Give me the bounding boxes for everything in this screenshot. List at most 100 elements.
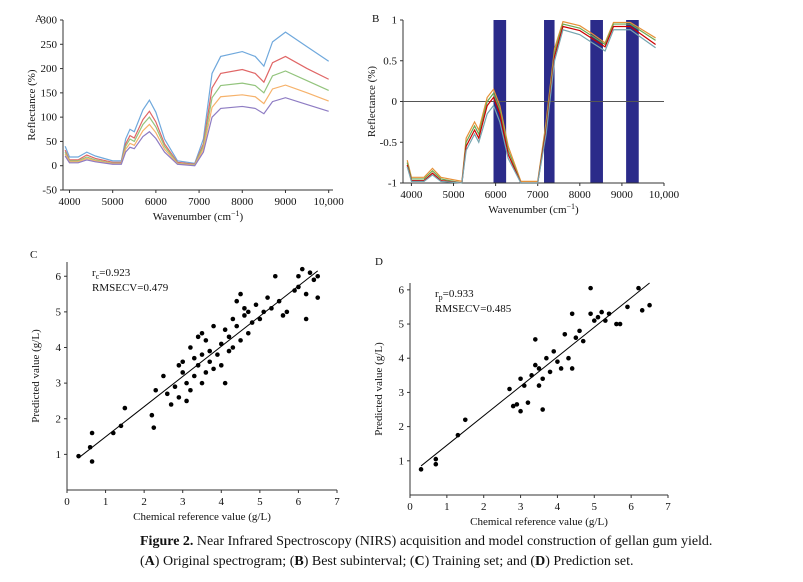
data-point bbox=[625, 304, 630, 310]
y-tick-label: -1 bbox=[388, 178, 397, 190]
spectrum-line bbox=[406, 20, 656, 183]
data-point bbox=[265, 295, 270, 300]
x-axis-label: Wavenumber (cm−1) bbox=[488, 202, 579, 216]
data-point bbox=[199, 352, 205, 357]
spectrum-line bbox=[64, 84, 329, 166]
y-tick-label: 2 bbox=[399, 421, 405, 433]
y-tick-label: 0.5 bbox=[383, 55, 397, 67]
data-point bbox=[418, 467, 424, 472]
data-point bbox=[242, 306, 247, 311]
data-point bbox=[614, 321, 619, 327]
data-point bbox=[261, 309, 267, 315]
data-point bbox=[639, 308, 645, 313]
data-point bbox=[118, 423, 124, 429]
x-tick-label: 8000 bbox=[231, 196, 254, 208]
x-tick-label: 5000 bbox=[443, 189, 466, 201]
data-point bbox=[562, 331, 568, 337]
y-tick-label: 1 bbox=[392, 15, 398, 27]
data-point bbox=[238, 338, 243, 343]
x-axis-label: Chemical reference value (g/L) bbox=[470, 516, 608, 528]
x-tick-label: 7 bbox=[665, 501, 671, 513]
x-tick-label: 9000 bbox=[611, 189, 634, 201]
data-point bbox=[272, 273, 278, 279]
data-point bbox=[168, 402, 174, 407]
data-point bbox=[296, 284, 301, 290]
y-tick-label: 1 bbox=[399, 455, 405, 467]
data-point bbox=[299, 266, 305, 272]
data-point bbox=[507, 386, 512, 392]
x-tick-label: 5 bbox=[592, 501, 598, 513]
data-point bbox=[455, 432, 461, 438]
data-point bbox=[280, 313, 286, 318]
y-tick-label: 3 bbox=[399, 387, 405, 399]
y-tick-label: 5 bbox=[56, 306, 62, 318]
data-point bbox=[234, 298, 240, 304]
x-tick-label: 3 bbox=[518, 501, 524, 513]
data-point bbox=[242, 313, 247, 318]
x-tick-label: 4000 bbox=[400, 189, 423, 201]
caption-segment: ) Original spectrogram; ( bbox=[155, 554, 295, 569]
data-point bbox=[588, 311, 593, 317]
caption-segment: Near Infrared Spectroscopy (NIRS) acquis… bbox=[193, 534, 712, 549]
x-tick-label: 1 bbox=[444, 501, 450, 513]
data-point bbox=[87, 444, 93, 450]
data-point bbox=[518, 408, 523, 414]
data-point bbox=[269, 306, 274, 311]
data-point bbox=[525, 400, 531, 405]
data-point bbox=[514, 402, 520, 407]
data-point bbox=[188, 387, 193, 393]
data-point bbox=[234, 323, 240, 329]
data-point bbox=[161, 373, 166, 379]
data-point bbox=[315, 273, 321, 279]
caption-segment: ) Best subinterval; ( bbox=[304, 554, 415, 569]
data-point bbox=[292, 288, 297, 293]
data-point bbox=[188, 345, 193, 350]
data-point bbox=[544, 355, 549, 361]
panel-label: D bbox=[375, 256, 383, 268]
data-point bbox=[215, 352, 220, 357]
x-axis-label: Wavenumber (cm−1) bbox=[153, 209, 244, 223]
data-point bbox=[521, 383, 527, 388]
x-tick-label: 4000 bbox=[58, 196, 81, 208]
data-point bbox=[540, 376, 545, 382]
data-point bbox=[591, 318, 597, 323]
y-tick-label: 150 bbox=[41, 87, 58, 99]
data-point bbox=[540, 407, 545, 412]
data-point bbox=[573, 335, 579, 341]
x-tick-label: 0 bbox=[407, 501, 413, 513]
data-point bbox=[180, 370, 186, 375]
spectrum-line bbox=[64, 31, 330, 164]
data-point bbox=[636, 285, 641, 291]
y-tick-label: 4 bbox=[399, 353, 405, 365]
data-point bbox=[211, 323, 216, 329]
data-point bbox=[195, 334, 201, 340]
x-tick-label: 9000 bbox=[274, 196, 297, 208]
spectrum-line bbox=[64, 97, 329, 167]
data-point bbox=[595, 314, 601, 320]
annotation-value: =0.923 bbox=[99, 267, 130, 279]
x-axis-label: Chemical reference value (g/L) bbox=[133, 511, 271, 523]
data-point bbox=[203, 370, 209, 375]
data-point bbox=[588, 285, 593, 291]
y-tick-label: -50 bbox=[42, 185, 57, 197]
y-tick-label: 50 bbox=[46, 136, 58, 148]
annotation-sub: c bbox=[96, 272, 100, 281]
data-point bbox=[199, 380, 205, 386]
x-tick-label: 4 bbox=[555, 501, 561, 513]
data-point bbox=[577, 328, 582, 334]
caption-segment: ( bbox=[140, 554, 145, 569]
x-axis-label-text: Chemical reference value (g/L) bbox=[133, 511, 271, 523]
y-axis-label: Reflectance (%) bbox=[26, 69, 38, 140]
data-point bbox=[647, 302, 652, 308]
data-point bbox=[249, 320, 255, 325]
x-tick-label: 6000 bbox=[485, 189, 508, 201]
data-point bbox=[303, 291, 309, 297]
annotation-sub: p bbox=[439, 293, 443, 302]
data-point bbox=[433, 456, 439, 462]
data-point bbox=[462, 417, 468, 423]
caption-line-2: (A) Original spectrogram; (B) Best subin… bbox=[140, 554, 633, 569]
x-tick-label: 7000 bbox=[527, 189, 550, 201]
data-point bbox=[226, 334, 232, 340]
x-tick-label: 5 bbox=[257, 496, 263, 508]
data-point bbox=[122, 405, 128, 411]
